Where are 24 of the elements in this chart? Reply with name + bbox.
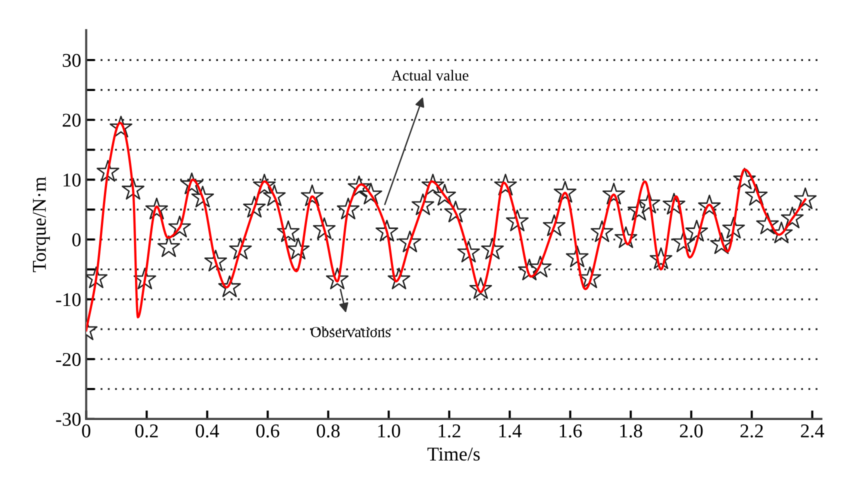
annotation: Observations — [311, 326, 390, 338]
x-tick-label: 0.2 — [135, 424, 158, 438]
y-tick-label: -20 — [56, 352, 81, 366]
y-axis-title: Torque/N·m — [32, 176, 50, 272]
x-tick-label: 2.4 — [800, 424, 824, 438]
x-tick-label: 0.6 — [256, 424, 280, 438]
annotation: Actual value — [391, 70, 468, 81]
x-tick-label: 1.6 — [560, 424, 582, 438]
x-tick-label: 0 — [82, 424, 90, 438]
x-tick-label: 2.0 — [680, 424, 703, 438]
y-tick-label: -30 — [56, 412, 81, 426]
y-tick-label: 30 — [62, 54, 81, 67]
x-tick-label: 1.8 — [620, 424, 642, 438]
x-tick-label: 1.2 — [438, 424, 460, 438]
y-tick-label: 0 — [72, 233, 81, 246]
x-tick-label: 0.4 — [196, 424, 220, 438]
y-tick-label: 10 — [64, 173, 81, 187]
y-tick-label: 20 — [62, 114, 81, 127]
y-tick-label: -10 — [56, 293, 81, 306]
x-axis-title: Time/s — [427, 448, 480, 461]
x-tick-label: 0.8 — [316, 424, 340, 438]
x-tick-label: 2.2 — [740, 424, 763, 438]
x-tick-label: 1.0 — [378, 424, 400, 438]
x-tick-label: 1.4 — [499, 424, 522, 438]
